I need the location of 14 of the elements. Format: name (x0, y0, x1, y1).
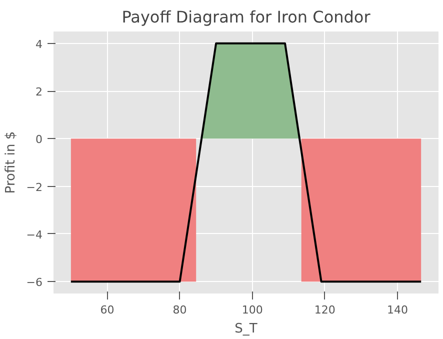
y-tick-label: −4 (26, 228, 43, 242)
y-tick-label: 2 (36, 86, 42, 99)
x-tick-label: 120 (314, 304, 336, 316)
x-tick-label: 80 (172, 304, 187, 316)
chart-title: Payoff Diagram for Iron Condor (122, 8, 371, 26)
x-axis-title: S_T (234, 322, 258, 336)
x-tick-label: 140 (387, 304, 408, 316)
y-tick-label: 0 (36, 133, 42, 146)
y-tick-label: −2 (26, 180, 43, 194)
x-tick-label: 100 (242, 304, 263, 316)
y-tick-label: 4 (36, 38, 42, 51)
y-axis-title: Profit in $ (3, 131, 18, 194)
y-tick-label: −6 (26, 276, 43, 290)
x-tick-label: 60 (100, 304, 114, 316)
